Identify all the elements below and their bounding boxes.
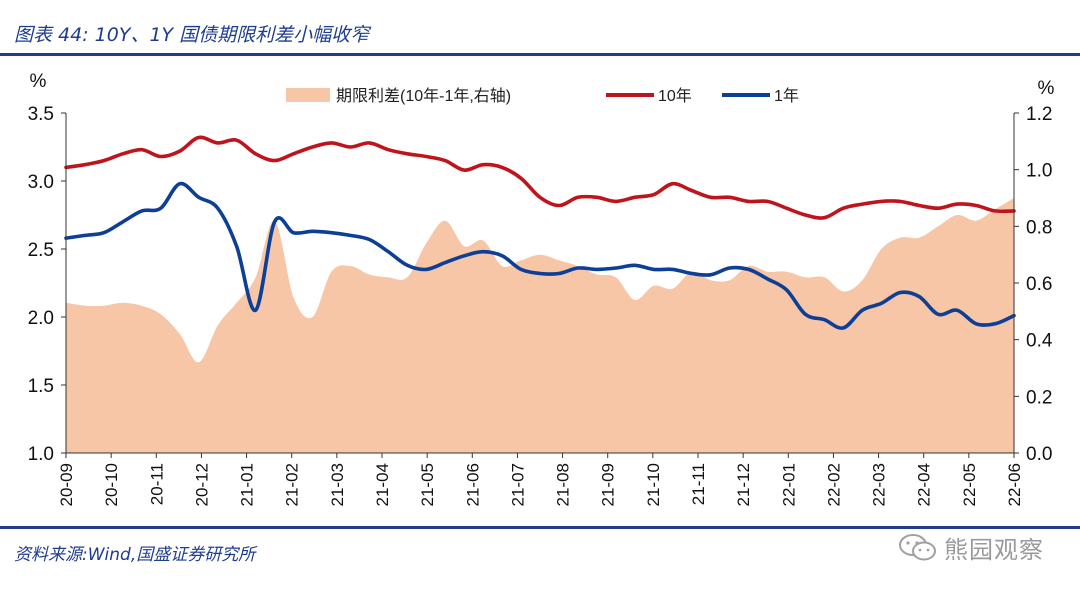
x-axis-tick-label: 21-09 [599, 463, 618, 506]
left-axis-tick-label: 3.0 [28, 172, 54, 193]
x-axis-tick-label: 21-05 [418, 463, 437, 506]
series-10y-line [64, 135, 1016, 220]
left-axis-tick-label: 2.0 [28, 308, 54, 329]
spread-area [66, 198, 1014, 453]
series-1y-line [64, 181, 1016, 330]
wechat-icon [899, 534, 936, 561]
left-axis-tick-label: 1.5 [28, 376, 54, 397]
x-axis-tick-label: 22-03 [870, 463, 889, 506]
x-axis-tick-label: 20-09 [57, 463, 76, 506]
watermark: 熊园观察 [898, 530, 1044, 564]
legend-spread-swatch [286, 88, 330, 102]
x-axis-tick-label: 21-07 [508, 463, 527, 506]
x-axis-tick-label: 21-06 [463, 463, 482, 506]
legend-1y-label: 1年 [774, 87, 799, 105]
x-axis-tick-label: 21-03 [328, 463, 347, 506]
x-axis-tick-label: 21-12 [734, 463, 753, 506]
x-axis-tick-label: 21-08 [554, 463, 573, 506]
x-axis-tick-label: 22-02 [824, 463, 843, 506]
chart-title: 图表 44: 10Y、1Y 国债期限利差小幅收窄 [14, 24, 370, 46]
title-rule [0, 53, 1080, 56]
right-axis-tick-label: 0.6 [1026, 274, 1052, 295]
x-axis-tick-label: 20-11 [147, 463, 166, 505]
legend-spread-label: 期限利差(10年-1年,右轴) [336, 87, 511, 105]
left-axis-tick-label: 3.5 [28, 104, 54, 125]
right-axis-tick-label: 1.0 [1026, 161, 1052, 182]
legend: 期限利差(10年-1年,右轴) 10年 1年 [286, 87, 799, 105]
legend-10y-label: 10年 [658, 87, 692, 105]
left-axis-tick-label: 2.5 [28, 240, 54, 261]
footer-rule [0, 526, 1080, 529]
x-axis-tick-label: 21-04 [373, 463, 392, 506]
x-axis-tick-label: 22-04 [915, 463, 934, 506]
x-axis-tick-label: 21-10 [644, 463, 663, 506]
x-axis-tick-label: 22-05 [960, 463, 979, 506]
source-note: 资料来源:Wind,国盛证券研究所 [14, 545, 256, 565]
x-axis-tick-label: 21-01 [238, 463, 257, 506]
right-axis-tick-label: 0.2 [1026, 387, 1052, 408]
right-axis-unit: % [1038, 78, 1055, 99]
right-axis-tick-label: 0.8 [1026, 217, 1052, 238]
left-axis-unit: % [30, 71, 47, 92]
x-axis-tick-label: 20-12 [192, 463, 211, 506]
x-axis-tick-label: 21-11 [689, 463, 708, 505]
chart-canvas: 1.0 1.5 2.0 2.5 3.0 3.5 0.0 0.2 0.4 0.6 0.8 1.0 1.2%… [28, 71, 1055, 506]
right-axis-tick-label: 0.4 [1026, 331, 1053, 352]
x-axis-tick-label: 22-01 [779, 463, 798, 506]
x-axis-tick-label: 20-10 [102, 463, 121, 506]
watermark-text: 熊园观察 [944, 535, 1044, 564]
left-axis-tick-label: 1.0 [28, 444, 54, 465]
right-axis-tick-label: 0.0 [1026, 444, 1052, 465]
right-axis-tick-label: 1.2 [1026, 104, 1052, 125]
x-axis-tick-label: 21-02 [283, 463, 302, 506]
x-axis-tick-label: 22-06 [1005, 463, 1024, 506]
